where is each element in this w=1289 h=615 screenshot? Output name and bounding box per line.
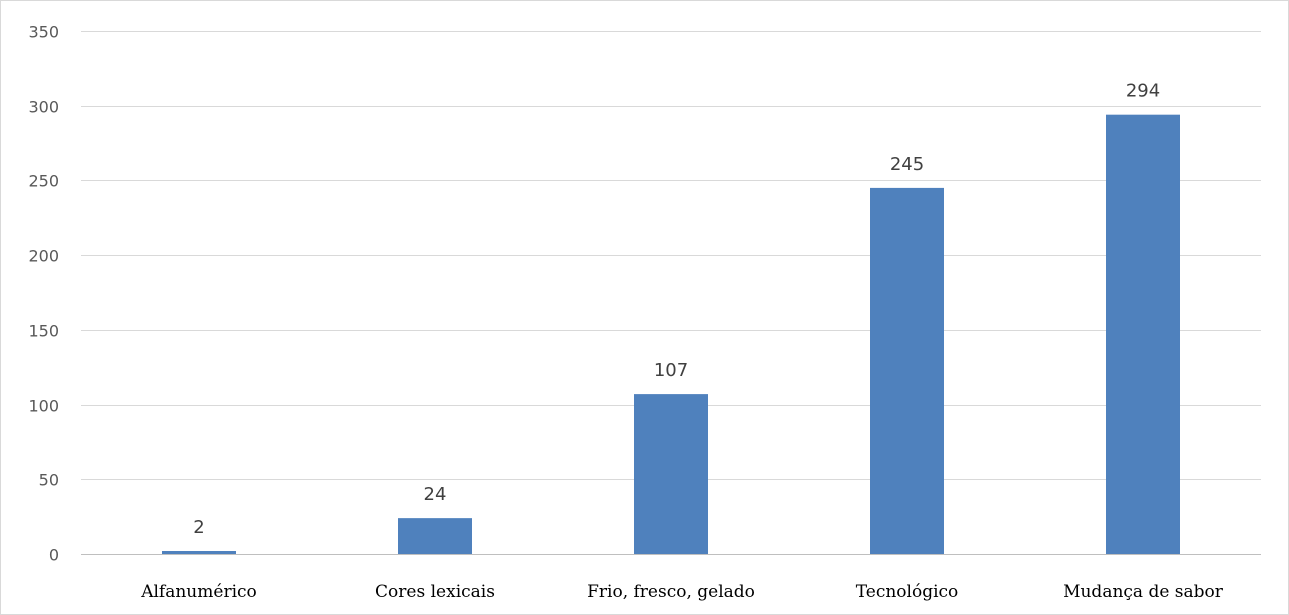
y-tick-label: 100 <box>28 397 59 416</box>
x-category-label: Frio, fresco, gelado <box>587 582 755 602</box>
data-label: 294 <box>1126 81 1160 102</box>
bar-5 <box>1106 114 1180 555</box>
x-category-label: Mudança de sabor <box>1063 582 1224 602</box>
y-tick-label: 250 <box>28 172 59 191</box>
y-tick-label: 0 <box>49 546 59 565</box>
data-label: 2 <box>193 517 204 538</box>
bar-2 <box>398 518 472 554</box>
y-tick-label: 150 <box>28 322 59 341</box>
bars <box>162 114 1180 555</box>
bar-4 <box>870 187 944 554</box>
y-tick-label: 200 <box>28 247 59 266</box>
y-tick-label: 50 <box>39 471 59 490</box>
bar-3 <box>634 394 708 554</box>
x-category-label: Cores lexicais <box>375 582 495 602</box>
y-tick-label: 350 <box>28 23 59 42</box>
x-category-label: Alfanumérico <box>140 582 257 602</box>
x-category-label: Tecnológico <box>856 582 959 602</box>
data-label: 245 <box>890 154 924 175</box>
y-tick-label: 300 <box>28 98 59 117</box>
data-label: 107 <box>654 360 688 381</box>
bar-1 <box>162 551 236 554</box>
data-label: 24 <box>424 484 447 505</box>
category-labels: Alfanumérico Cores lexicais Frio, fresco, … <box>140 582 1224 602</box>
y-axis-ticks: 0 50 100 150 200 250 300 350 <box>28 23 59 565</box>
data-labels: 2 24 107 245 294 <box>193 81 1160 538</box>
